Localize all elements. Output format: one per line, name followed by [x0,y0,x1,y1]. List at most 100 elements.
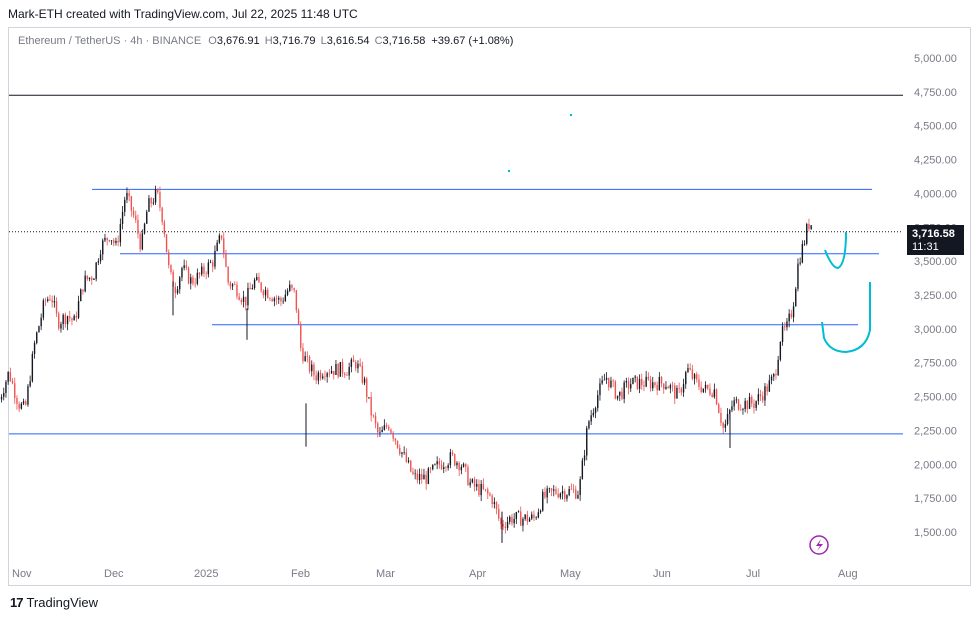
candle-body [764,386,766,401]
candle-body [676,388,678,399]
candle-body [38,326,40,333]
symbol-name: Ethereum / TetherUS · 4h · BINANCE [18,35,202,47]
candle-body [513,518,515,524]
candle-body [720,412,722,423]
candle-body [748,396,751,409]
last-price-tag: 3,716.58 11:31 [907,225,964,255]
candle-body [29,381,31,387]
high-label: H [264,35,273,47]
candle-body [117,240,119,243]
candle-body [665,386,667,389]
candle-body [658,376,661,391]
candle-body [7,371,9,382]
candle-body [590,415,592,422]
candle-body [218,235,221,243]
candle-body [273,298,276,302]
candle-body [278,297,280,300]
price-tick-label: 4,750.00 [914,87,957,99]
candle-body [432,464,434,470]
candle-body [121,211,124,224]
candle-body [462,463,465,467]
price-tick-label: 4,250.00 [914,155,957,167]
candle-body [803,243,806,245]
candle-body [700,386,702,393]
candle-body [704,384,707,389]
candle-body [267,289,269,299]
candle-body [401,452,403,454]
flash-icon[interactable] [809,535,829,555]
candle-body [806,223,808,244]
candle-body [735,399,738,401]
price-axis[interactable]: 5,000.00 4,750.00 4,500.00 4,250.00 4,000.00… [914,53,957,539]
candle-body [119,223,122,243]
marker-dot [569,113,573,117]
tradingview-footer[interactable]: 17 TradingView [10,595,98,610]
candle-body [14,383,16,398]
candle-body [33,343,36,355]
candle-body [249,287,251,290]
time-axis[interactable]: Nov Dec 2025 Feb Mar Apr May Jun Jul Aug [12,568,858,580]
candle-body [652,382,654,389]
candle-body [630,384,632,389]
candle-body [737,399,740,410]
candle-body [280,297,282,302]
candle-body [75,315,78,318]
candle-body [304,356,306,362]
candle-body [443,467,445,469]
candle-body [781,326,784,343]
candle-body [601,380,603,384]
candle-body [143,223,146,234]
candle-body [88,277,91,280]
candle-body [339,362,342,377]
candle-body [691,369,694,379]
candle-body [220,235,223,239]
candle-body [438,461,441,465]
candle-body [231,284,234,287]
candle-body [99,254,102,262]
candle-body [137,219,139,234]
candle-body [537,512,540,518]
candle-body [104,237,106,241]
candle-body [355,362,357,369]
candle-body [515,512,518,519]
candle-body [693,374,696,379]
candle-body [632,377,634,385]
candle-body [22,401,25,404]
candle-body [366,378,368,398]
candle-body [130,196,133,211]
candle-body [713,389,716,397]
candle-body [361,365,364,383]
candle-body [480,483,482,496]
candle-body [498,509,500,519]
candle-body [469,482,471,486]
candle-body [110,240,113,242]
candle-body [548,488,551,489]
candle-body [583,455,586,461]
candle-body [502,524,504,527]
candle-body [60,324,62,329]
candle-body [517,511,520,513]
candle-body [198,272,201,275]
candle-body [669,385,672,389]
candle-body [174,286,177,294]
candle-body [385,425,388,427]
candle-body [84,275,86,292]
candle-body [790,313,793,318]
candle-body [766,386,768,392]
candle-body [742,409,744,411]
candle-body [291,284,293,289]
candle-body [520,511,522,526]
candle-body [436,461,438,465]
horizontal-levels [9,94,903,435]
candle-body [154,189,157,203]
candle-body [181,268,183,278]
candle-body [623,382,625,399]
candle-body [31,354,34,382]
time-tick-label: Apr [469,568,486,580]
candle-body [379,432,381,433]
candle-body [286,290,289,295]
time-tick-label: Dec [104,568,124,580]
candle-body [467,467,469,486]
candle-body [592,412,595,416]
